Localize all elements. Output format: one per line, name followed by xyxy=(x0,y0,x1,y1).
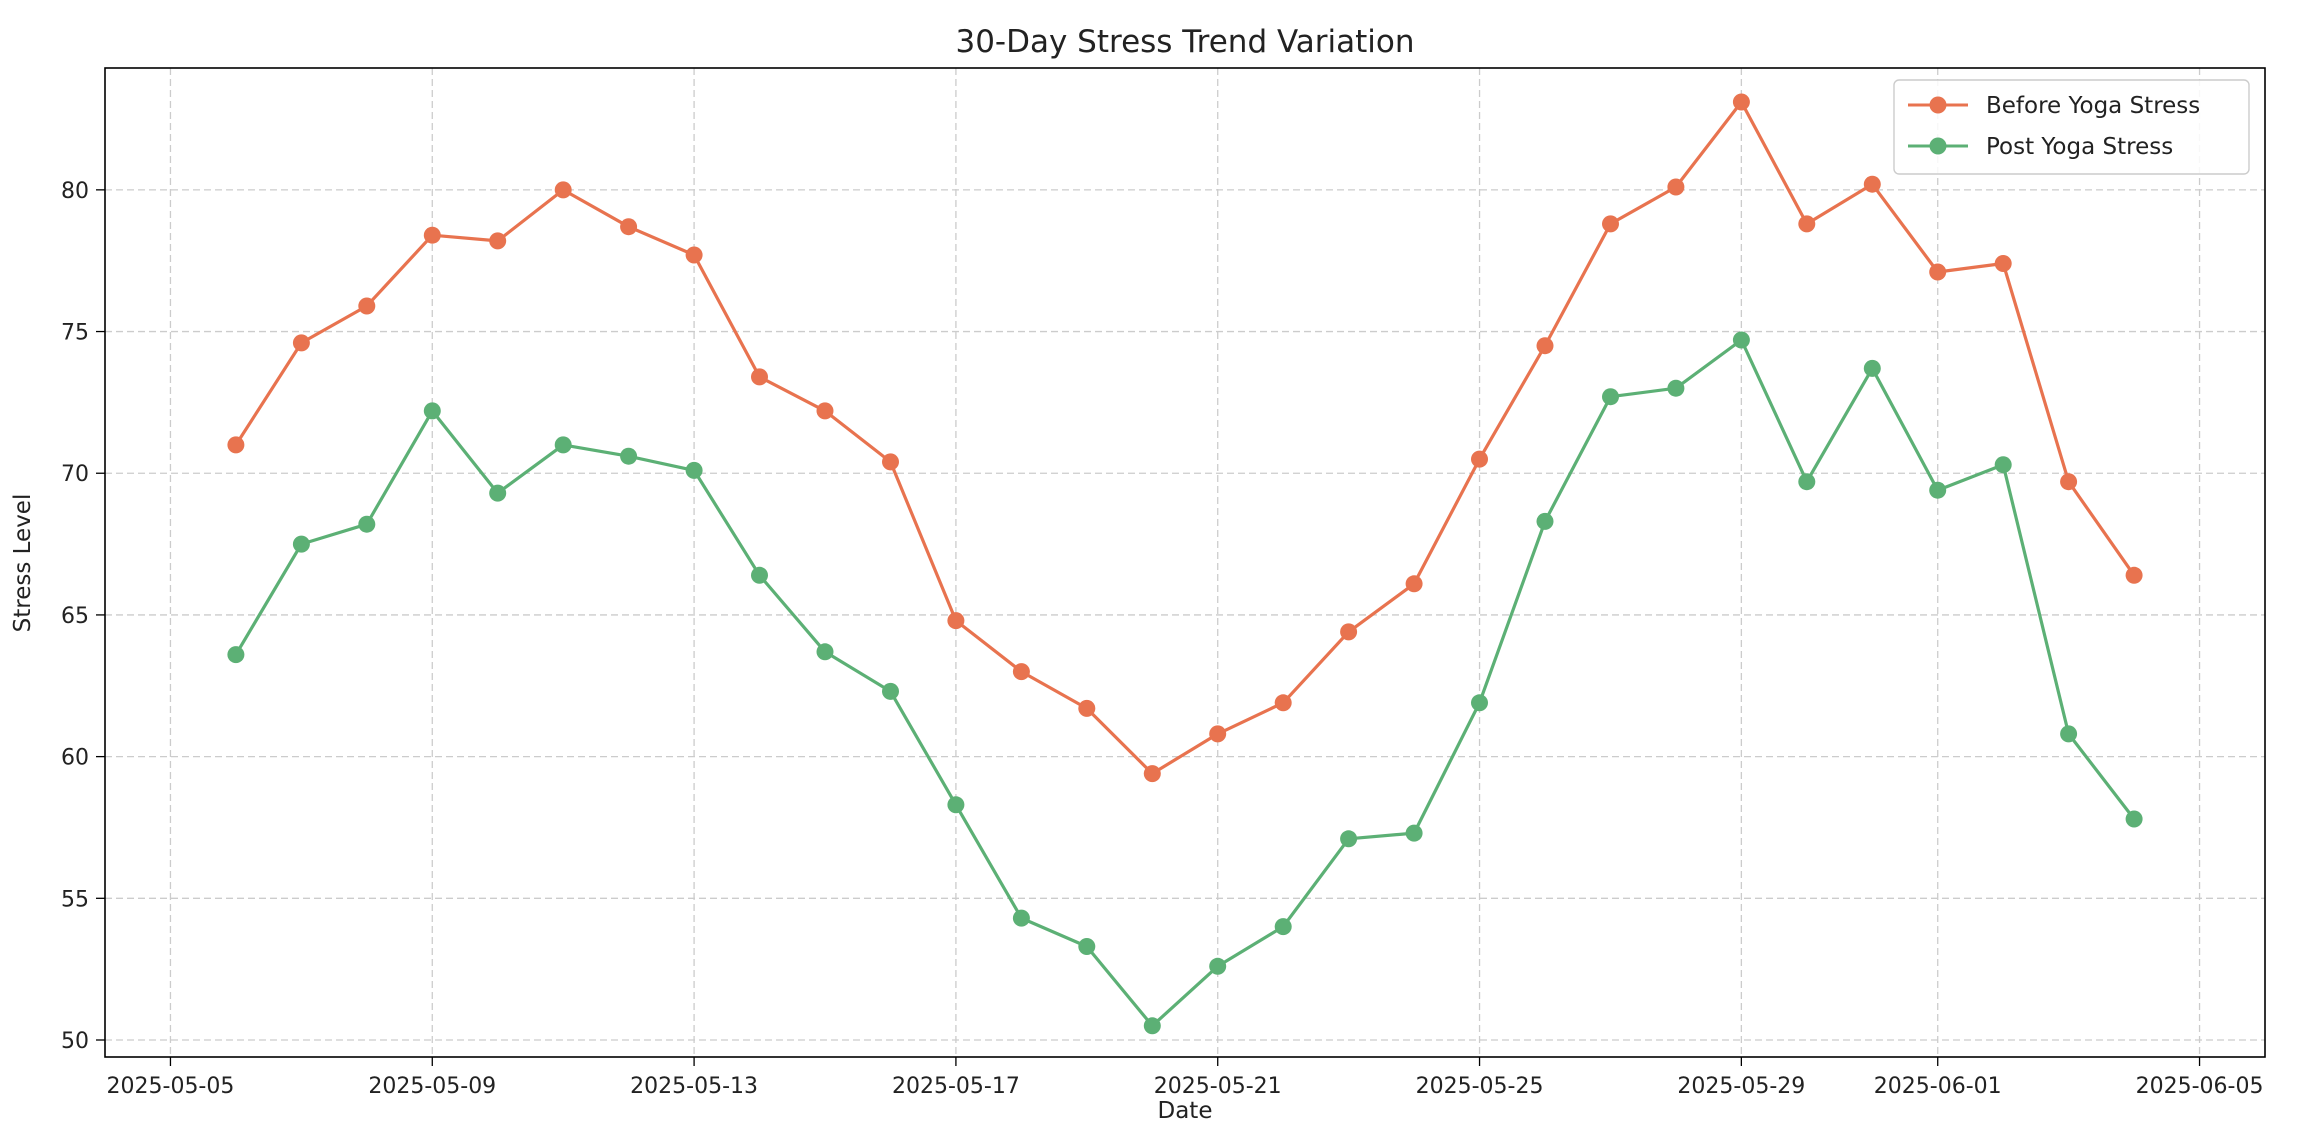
data-point xyxy=(620,447,638,465)
data-point xyxy=(1012,909,1030,927)
y-tick-label: 60 xyxy=(61,746,89,771)
series-line xyxy=(234,100,2136,776)
data-point xyxy=(1994,255,2012,272)
series-post-yoga xyxy=(227,331,2143,1035)
data-point xyxy=(1863,359,1881,377)
data-point xyxy=(423,226,441,244)
data-point xyxy=(489,232,507,250)
data-point xyxy=(292,535,310,553)
data-point xyxy=(227,436,245,454)
data-point xyxy=(2125,566,2143,584)
chart-title: 30-Day Stress Trend Variation xyxy=(955,24,1414,60)
data-point xyxy=(685,246,703,264)
series-group xyxy=(227,93,2143,1035)
x-tick-label: 2025-05-29 xyxy=(1677,1074,1805,1099)
data-point xyxy=(1078,938,1096,955)
data-point xyxy=(489,484,507,502)
data-point xyxy=(882,682,899,700)
data-point xyxy=(1798,473,1816,491)
data-point xyxy=(358,515,376,533)
x-tick-label: 2025-05-21 xyxy=(1154,1074,1282,1099)
data-point xyxy=(1209,725,1227,743)
data-point xyxy=(292,334,310,352)
data-point xyxy=(554,181,572,199)
x-axis: 2025-05-05 2025-05-09 2025-05-13 2025-05-17… xyxy=(107,1057,2264,1099)
data-point xyxy=(1994,456,2012,474)
data-point xyxy=(1340,623,1358,641)
legend-marker-before xyxy=(1929,96,1947,114)
grid xyxy=(105,68,2265,1057)
data-point xyxy=(1602,388,1619,406)
data-point xyxy=(554,436,572,454)
data-point xyxy=(1471,694,1488,712)
y-tick-label: 80 xyxy=(61,179,89,204)
data-point xyxy=(1667,379,1685,397)
x-tick-label: 2025-05-09 xyxy=(368,1074,496,1099)
data-point xyxy=(882,453,899,471)
data-point xyxy=(1209,957,1227,975)
data-point xyxy=(423,402,441,420)
data-point xyxy=(1078,699,1096,717)
data-point xyxy=(2060,473,2078,491)
x-tick-label: 2025-05-13 xyxy=(630,1074,758,1099)
y-tick-label: 65 xyxy=(61,604,89,629)
data-point xyxy=(1340,830,1358,848)
x-axis-label: Date xyxy=(1158,1098,1213,1124)
data-point xyxy=(1929,481,1947,499)
legend-label-post: Post Yoga Stress xyxy=(1986,134,2173,160)
data-point xyxy=(1536,337,1554,355)
data-point xyxy=(1405,575,1423,593)
x-tick-label: 2025-05-05 xyxy=(107,1074,235,1099)
y-tick-label: 70 xyxy=(61,462,89,487)
data-point xyxy=(1602,215,1619,233)
data-point xyxy=(816,402,834,420)
y-tick-label: 75 xyxy=(61,321,89,346)
data-point xyxy=(1471,450,1488,468)
data-point xyxy=(1143,765,1161,783)
data-point xyxy=(1732,93,1750,111)
data-point xyxy=(1929,263,1947,281)
legend: Before Yoga Stress Post Yoga Stress xyxy=(1893,79,2250,175)
data-point xyxy=(1863,175,1881,193)
data-point xyxy=(947,796,965,814)
data-point xyxy=(1536,512,1554,530)
y-axis-label: Stress Level xyxy=(10,494,36,633)
data-point xyxy=(1274,694,1292,712)
plot-frame xyxy=(104,67,2266,1058)
y-axis: 50 55 60 65 70 75 80 xyxy=(61,179,105,1054)
data-point xyxy=(1405,824,1423,842)
x-tick-label: 2025-06-05 xyxy=(2136,1074,2264,1099)
data-point xyxy=(2125,810,2143,828)
legend-box xyxy=(1893,79,2250,175)
data-point xyxy=(2060,725,2078,743)
data-point xyxy=(1667,178,1685,196)
legend-marker-post xyxy=(1929,137,1947,155)
data-point xyxy=(358,297,376,315)
x-tick-label: 2025-05-17 xyxy=(892,1074,1020,1099)
x-tick-label: 2025-06-01 xyxy=(1874,1074,2002,1099)
data-point xyxy=(1012,663,1030,681)
data-point xyxy=(227,646,245,664)
data-point xyxy=(1274,918,1292,936)
data-point xyxy=(751,566,768,584)
y-tick-label: 55 xyxy=(61,887,89,912)
series-line xyxy=(234,338,2136,1028)
data-point xyxy=(816,643,834,661)
x-tick-label: 2025-05-25 xyxy=(1416,1074,1544,1099)
series-before-yoga xyxy=(227,93,2143,783)
legend-label-before: Before Yoga Stress xyxy=(1986,93,2200,119)
data-point xyxy=(1798,215,1816,233)
y-tick-label: 50 xyxy=(61,1029,89,1054)
data-point xyxy=(620,218,638,236)
data-point xyxy=(751,368,768,386)
data-point xyxy=(947,612,965,630)
data-point xyxy=(685,461,703,479)
data-point xyxy=(1143,1017,1161,1035)
data-point xyxy=(1732,331,1750,349)
